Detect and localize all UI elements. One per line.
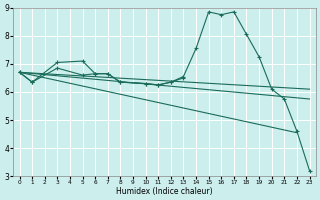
X-axis label: Humidex (Indice chaleur): Humidex (Indice chaleur): [116, 187, 213, 196]
